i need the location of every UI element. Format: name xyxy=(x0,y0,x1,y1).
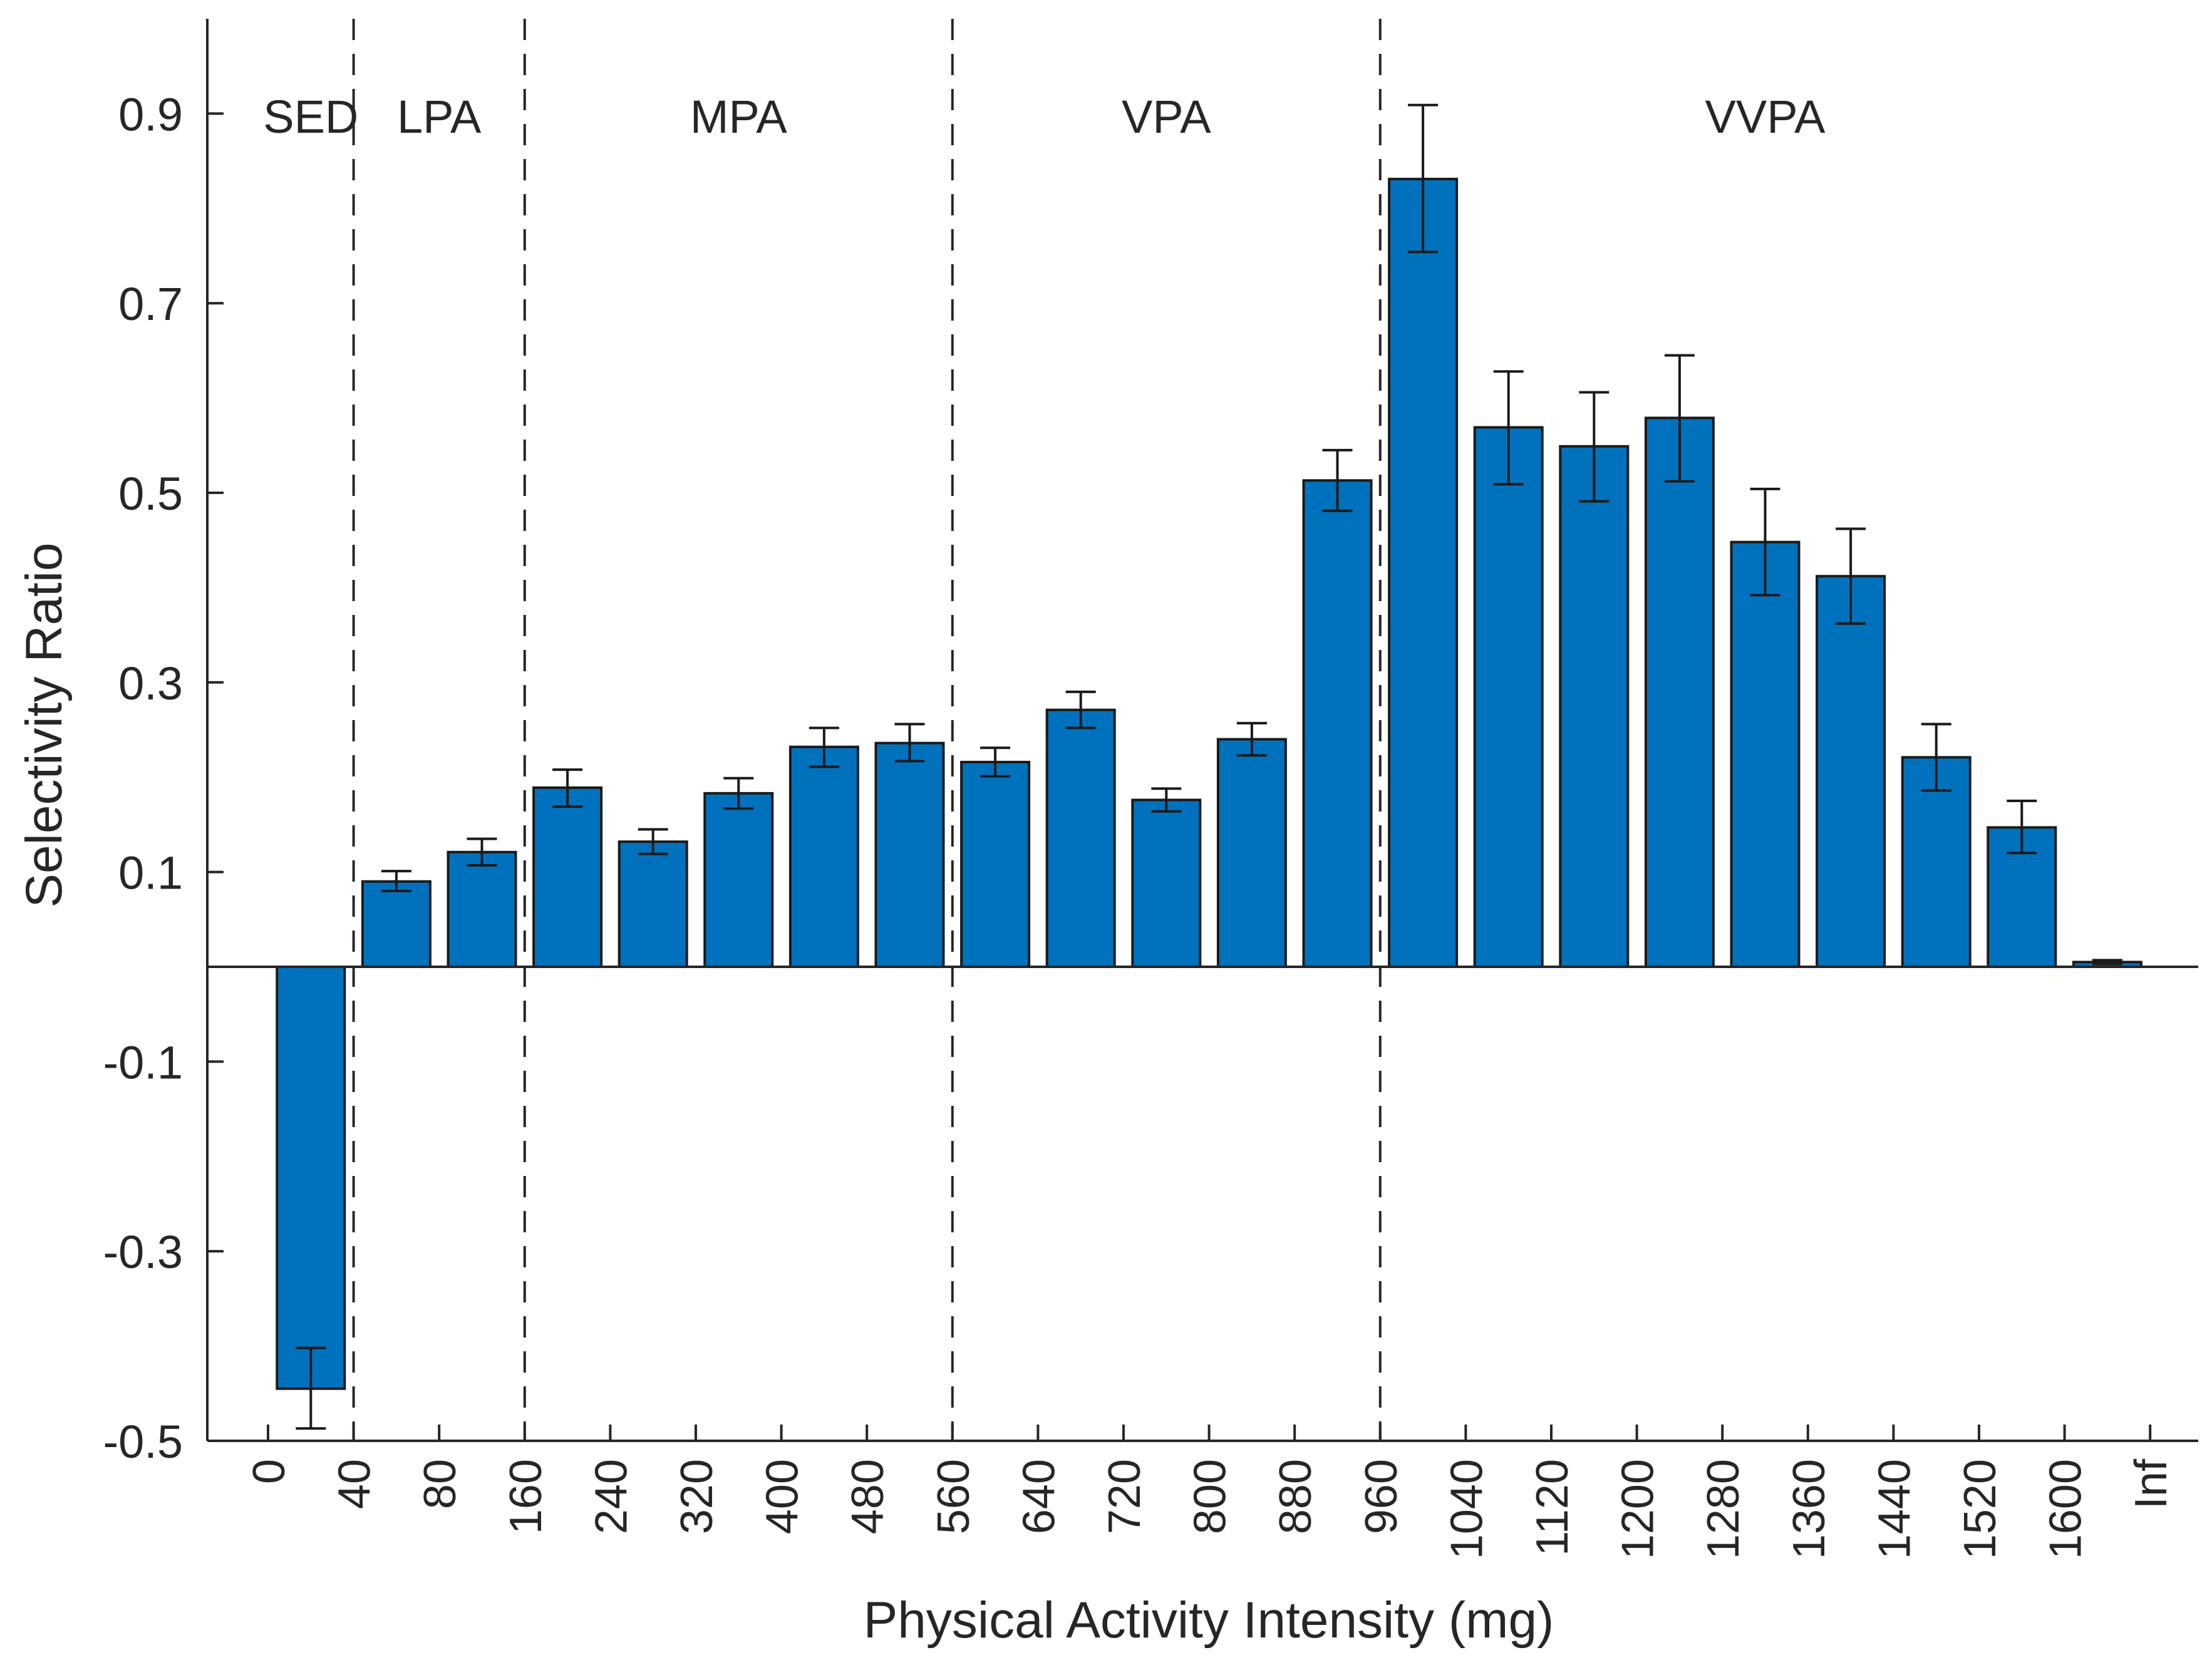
x-tick-label-12: 880 xyxy=(1271,1459,1321,1534)
bar-series xyxy=(277,179,2141,1389)
zone-label-vvpa: VVPA xyxy=(1705,91,1826,143)
x-tick-label-15: 1120 xyxy=(1527,1459,1578,1556)
x-tick-label-9: 640 xyxy=(1014,1459,1064,1534)
bar-10 xyxy=(1132,800,1200,967)
y-axis-label: Selectivity Ratio xyxy=(16,542,73,907)
bar-0 xyxy=(277,967,344,1389)
bar-15 xyxy=(1560,446,1628,967)
bar-17 xyxy=(1732,542,1799,967)
y-tick-label-2: -0.1 xyxy=(103,1036,183,1088)
bar-8 xyxy=(961,762,1029,967)
x-tick-label-14: 1040 xyxy=(1442,1459,1492,1559)
y-tick-label-6: 0.7 xyxy=(118,278,183,330)
bar-12 xyxy=(1304,480,1372,967)
bar-6 xyxy=(790,747,858,967)
zone-label-mpa: MPA xyxy=(690,91,788,143)
x-tick-label-8: 560 xyxy=(929,1459,979,1534)
zone-label-sed: SED xyxy=(263,91,358,143)
x-tick-label-10: 720 xyxy=(1100,1459,1150,1534)
bar-14 xyxy=(1475,428,1543,967)
zone-label-lpa: LPA xyxy=(397,91,482,143)
bar-4 xyxy=(619,842,687,967)
x-axis-ticks: 0 40 80 160 240 320 400 480 560 640 720 800 880 960 10… xyxy=(244,1425,2176,1559)
zone-label-vpa: VPA xyxy=(1122,91,1211,143)
x-axis-label: Physical Activity Intensity (mg) xyxy=(864,1592,1554,1649)
bar-18 xyxy=(1817,576,1884,967)
x-tick-label-2: 80 xyxy=(415,1459,465,1509)
y-tick-label-4: 0.3 xyxy=(118,657,183,709)
y-tick-label-3: 0.1 xyxy=(118,847,183,899)
x-tick-label-1: 40 xyxy=(330,1459,380,1509)
x-tick-label-21: 1600 xyxy=(2041,1459,2091,1559)
x-tick-label-13: 960 xyxy=(1357,1459,1407,1534)
x-tick-label-18: 1360 xyxy=(1784,1459,1834,1559)
zone-labels: SED LPA MPA VPA VVPA xyxy=(263,91,1826,143)
x-tick-label-22: Inf xyxy=(2126,1458,2176,1509)
x-tick-label-6: 400 xyxy=(758,1459,808,1534)
zone-divider-group xyxy=(354,19,1380,1441)
x-tick-label-3: 160 xyxy=(501,1459,551,1534)
x-tick-label-7: 480 xyxy=(843,1459,893,1534)
y-tick-label-5: 0.5 xyxy=(118,468,183,520)
bar-13 xyxy=(1389,179,1457,967)
selectivity-ratio-bar-chart: -0.5 -0.3 -0.1 0.1 0.3 0.5 0.7 0.9 0 40 80 160 240 3… xyxy=(0,0,2212,1665)
x-tick-label-16: 1200 xyxy=(1613,1459,1663,1559)
x-tick-label-4: 240 xyxy=(586,1459,636,1534)
bar-2 xyxy=(448,852,516,967)
y-tick-label-0: -0.5 xyxy=(103,1416,183,1468)
bar-11 xyxy=(1218,740,1286,967)
x-tick-label-19: 1440 xyxy=(1869,1459,1920,1559)
x-tick-label-17: 1280 xyxy=(1698,1459,1749,1559)
bar-16 xyxy=(1646,418,1713,967)
bar-5 xyxy=(705,793,772,967)
y-tick-label-1: -0.3 xyxy=(103,1226,183,1278)
bar-1 xyxy=(363,882,430,967)
x-tick-label-5: 320 xyxy=(672,1459,722,1534)
x-tick-label-20: 1520 xyxy=(1955,1459,2005,1559)
bar-7 xyxy=(876,743,944,967)
bar-3 xyxy=(534,788,601,967)
y-tick-label-7: 0.9 xyxy=(118,88,183,140)
bar-9 xyxy=(1047,710,1115,967)
x-tick-label-11: 800 xyxy=(1186,1459,1236,1534)
x-tick-label-0: 0 xyxy=(244,1459,294,1484)
axes xyxy=(207,19,2198,1441)
y-axis-ticks: -0.5 -0.3 -0.1 0.1 0.3 0.5 0.7 0.9 xyxy=(103,88,224,1468)
